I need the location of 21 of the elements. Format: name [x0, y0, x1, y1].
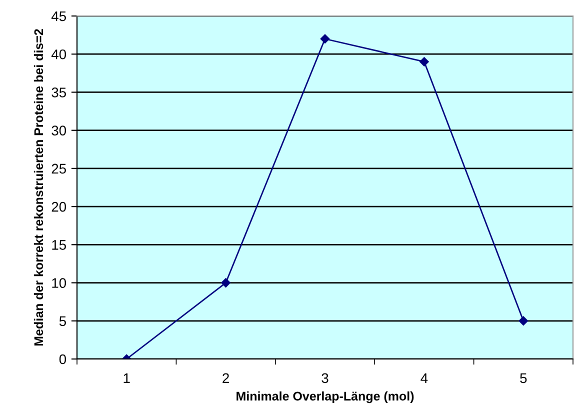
x-axis-title: Minimale Overlap-Länge (mol)	[236, 391, 414, 404]
x-tick-label: 4	[420, 373, 428, 383]
y-tick-label: 10	[52, 278, 66, 288]
y-tick-label: 20	[52, 202, 66, 212]
x-tick-label: 3	[322, 373, 328, 384]
y-tick-label: 45	[51, 11, 66, 22]
point	[221, 278, 230, 288]
x-tick-label: 1	[124, 373, 130, 383]
y-tick-label: 25	[52, 164, 66, 174]
y-tick-label: 30	[52, 126, 66, 136]
point	[518, 316, 528, 326]
y-tick-label: 40	[51, 49, 66, 60]
point	[320, 34, 330, 44]
point	[420, 57, 429, 66]
y-tick-label: 5	[59, 316, 66, 326]
y-axis-title: Median der korrekt rekonstruierten Proteine bei dis=2	[34, 29, 44, 346]
x-tick-label: 2	[222, 373, 229, 383]
y-tick-label: 35	[52, 88, 66, 98]
y-tick-label: 15	[52, 240, 66, 250]
y-tick-label: 0	[59, 354, 66, 364]
x-tick-label: 5	[520, 373, 527, 384]
